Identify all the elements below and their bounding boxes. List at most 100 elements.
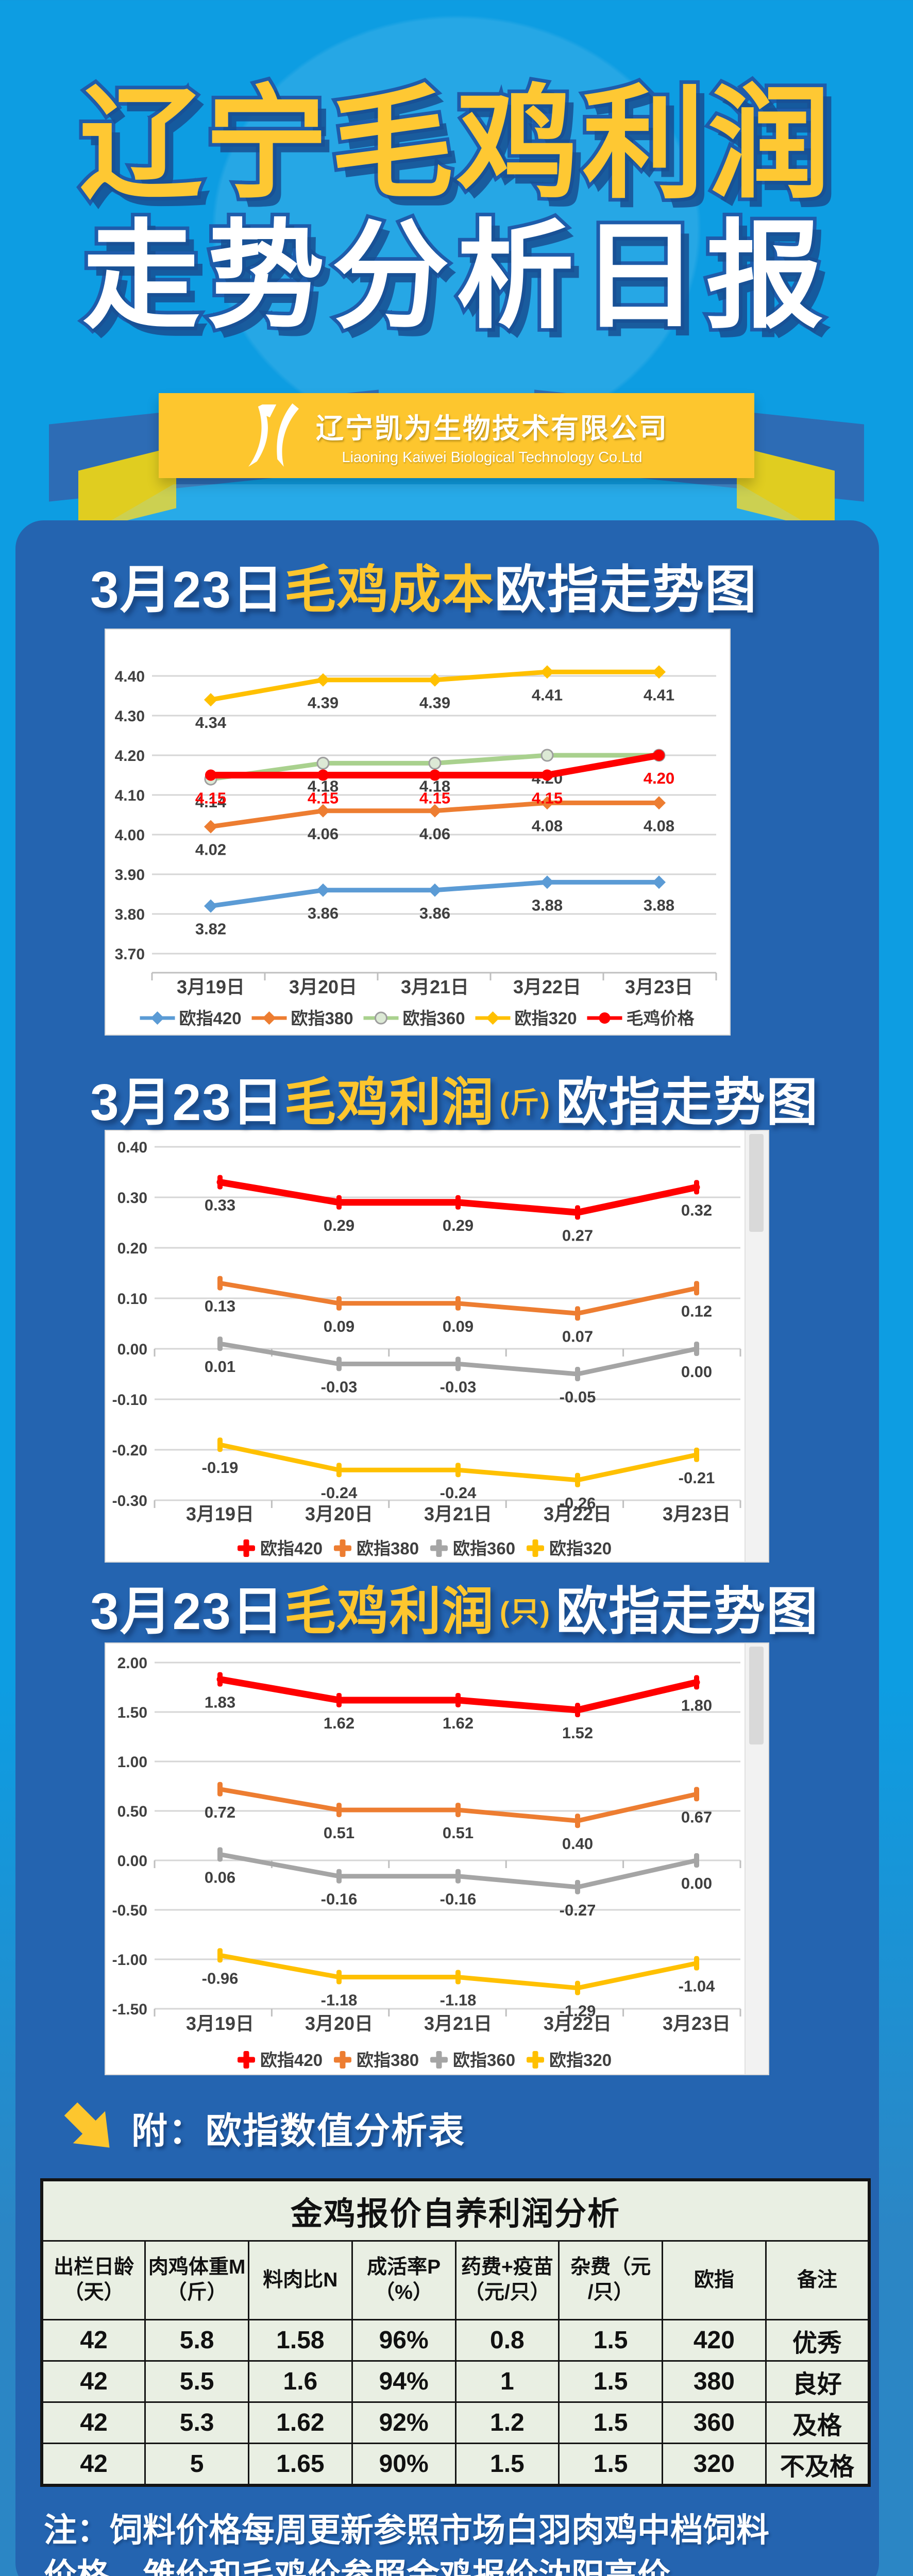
svg-text:4.08: 4.08 [644,817,674,835]
table-header-cell: 杂费（元 /只） [558,2240,663,2320]
svg-text:4.20: 4.20 [644,769,674,787]
svg-text:欧指360: 欧指360 [403,1009,465,1028]
section2-unit: (斤) [499,1087,551,1119]
svg-text:-0.03: -0.03 [440,1378,477,1396]
svg-text:欧指320: 欧指320 [515,1009,577,1028]
table-cell: 1.2 [454,2401,560,2444]
table-header-cell: 料肉比N [248,2240,353,2320]
svg-text:0.51: 0.51 [324,1824,354,1842]
table-header-cell: 成活率P （%） [351,2240,457,2320]
svg-text:4.20: 4.20 [115,748,145,765]
svg-text:3.86: 3.86 [419,904,450,922]
svg-text:3月20日: 3月20日 [289,976,357,997]
svg-text:4.20: 4.20 [644,769,674,787]
svg-text:4.15: 4.15 [419,789,450,807]
scrollbar-strip[interactable] [745,1131,768,1562]
svg-text:4.02: 4.02 [195,841,226,859]
attach-label: 附：欧指数值分析表 [131,2111,465,2151]
svg-text:1.52: 1.52 [562,1724,593,1742]
table-cell: 及格 [765,2401,870,2444]
table-cell: 5.5 [144,2360,249,2403]
svg-text:0.40: 0.40 [117,1139,147,1156]
svg-text:-0.27: -0.27 [560,1901,596,1919]
svg-text:欧指380: 欧指380 [291,1009,353,1028]
cost-trend-chart: 4.40 4.30 4.20 4.10 4.00 3.90 3.80 3.70 3月19日 3月2… [115,665,717,1028]
svg-text:4.30: 4.30 [115,708,145,725]
svg-text:3月19日: 3月19日 [186,2013,254,2034]
svg-text:0.50: 0.50 [117,1803,147,1820]
svg-text:-1.04: -1.04 [679,1977,715,1995]
table-cell: 1.62 [248,2401,353,2444]
profit-table-body: 金鸡报价自养利润分析 出栏日龄 （天） 肉鸡体重M （斤） 料肉比N 成活率P （%）… [41,2179,870,2486]
svg-text:-0.50: -0.50 [112,1902,147,1919]
svg-text:-1.29: -1.29 [560,2002,596,2020]
table-cell: 42 [41,2443,146,2486]
svg-text:-0.05: -0.05 [560,1388,596,1406]
table-cell: 1.5 [558,2360,663,2403]
company-name: 辽宁凯为生物技术有限公司 [316,413,668,444]
svg-text:3月23日: 3月23日 [663,1503,731,1524]
svg-text:-0.10: -0.10 [112,1392,147,1409]
svg-text:1.62: 1.62 [443,1714,474,1732]
table-header-cell: 肉鸡体重M （斤） [144,2240,249,2320]
table-row: 42 5.8 1.58 96% 0.8 1.5 420 优秀 [41,2319,870,2362]
section2-suffix: 欧指走势图 [556,1074,819,1131]
svg-text:3月22日: 3月22日 [544,1503,612,1524]
svg-text:3月23日: 3月23日 [625,976,693,997]
company-banner: 辽宁凯为生物技术有限公司 Liaoning Kaiwei Biological … [0,389,913,533]
scrollbar-strip[interactable] [745,1643,768,2074]
svg-text:-0.19: -0.19 [202,1459,239,1477]
section-title-profit-zhi: 3月23日毛鸡利润 (只) 欧指走势图 [90,1581,879,1642]
svg-text:-0.24: -0.24 [321,1484,358,1502]
arrow-down-right-icon [64,2102,110,2147]
table-cell: 96% [351,2319,457,2362]
svg-text:1.80: 1.80 [681,1696,712,1714]
svg-text:4.41: 4.41 [644,686,674,704]
svg-text:0.67: 0.67 [681,1808,712,1826]
svg-text:4.41: 4.41 [532,686,563,704]
svg-text:0.00: 0.00 [117,1341,147,1358]
svg-text:-1.50: -1.50 [112,2001,147,2018]
profit-analysis-table: 金鸡报价自养利润分析 出栏日龄 （天） 肉鸡体重M （斤） 料肉比N 成活率P （%）… [40,2178,871,2487]
svg-text:3.80: 3.80 [115,906,145,923]
svg-text:欧指360: 欧指360 [453,1539,515,1558]
svg-text:4.06: 4.06 [308,825,339,843]
title-line1: 辽宁毛鸡利润 [76,74,834,216]
svg-text:0.51: 0.51 [443,1824,474,1842]
svg-text:0.00: 0.00 [681,1363,712,1381]
svg-text:0.07: 0.07 [562,1327,593,1345]
svg-text:3.82: 3.82 [195,920,226,938]
svg-text:3月20日: 3月20日 [305,2013,373,2034]
attach-header: 附：欧指数值分析表 [64,2098,879,2158]
svg-text:欧指420: 欧指420 [260,2050,323,2070]
section-title-profit-jin: 3月23日毛鸡利润 (斤) 欧指走势图 [90,1076,879,1130]
section3-highlight: 毛鸡利润 [284,1583,495,1640]
svg-text:3月21日: 3月21日 [424,2013,492,2034]
table-row: 42 5 1.65 90% 1.5 1.5 320 不及格 [41,2443,870,2486]
table-header-row: 出栏日龄 （天） 肉鸡体重M （斤） 料肉比N 成活率P （%） 药费+疫苗 （元/只）… [41,2240,870,2320]
svg-text:0.00: 0.00 [681,1874,712,1892]
svg-text:0.06: 0.06 [205,1868,235,1886]
svg-text:1.62: 1.62 [324,1714,354,1732]
spotlight-beam [0,484,913,521]
svg-text:3月21日: 3月21日 [401,976,469,997]
content-panel: 3月23日毛鸡成本欧指走势图 4.40 4.30 4.20 4.10 4.00 3.90 3… [15,520,879,2576]
table-cell: 1.5 [558,2443,663,2486]
svg-text:3月19日: 3月19日 [186,1503,254,1524]
svg-text:欧指360: 欧指360 [453,2050,515,2070]
svg-text:-0.20: -0.20 [112,1442,147,1459]
table-cell: 360 [662,2401,767,2444]
svg-text:-1.00: -1.00 [112,1952,147,1969]
section2-highlight: 毛鸡利润 [284,1074,495,1131]
svg-text:3.90: 3.90 [115,867,145,884]
svg-text:4.08: 4.08 [532,817,563,835]
table-cell: 42 [41,2401,146,2444]
svg-text:3月21日: 3月21日 [424,1503,492,1524]
profit-per-bird-chart-card: 2.00 1.50 1.00 0.50 0.00 -0.50 -1.00 -1.50 3月19日… [105,1642,769,2075]
section-title-cost: 3月23日毛鸡成本欧指走势图 [90,520,879,629]
table-cell: 90% [351,2443,457,2486]
svg-text:2.00: 2.00 [117,1655,147,1672]
svg-text:1.50: 1.50 [117,1704,147,1721]
svg-text:4.34: 4.34 [195,714,227,732]
section1-suffix: 欧指走势图 [494,561,757,619]
